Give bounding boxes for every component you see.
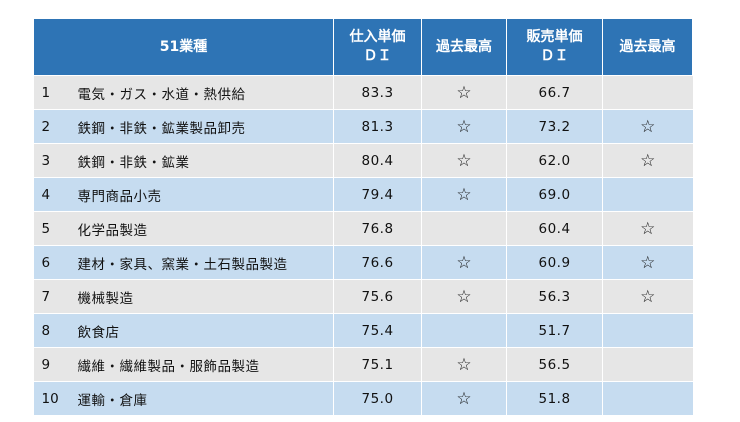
rank-cell: 2 — [33, 109, 72, 144]
industry-name-cell: 鉄鋼・非鉄・鉱業 — [71, 143, 334, 178]
purchase-record-star: ☆ — [421, 75, 507, 110]
purchase-record-star: ☆ — [421, 109, 507, 144]
sales-record-star — [602, 381, 693, 415]
sales-record-star: ☆ — [602, 143, 693, 178]
rank-cell: 1 — [33, 75, 72, 110]
purchase-di-cell: 75.0 — [333, 381, 422, 415]
rank-cell: 9 — [33, 347, 72, 382]
industry-name-cell: 機械製造 — [71, 279, 334, 314]
purchase-record-star: ☆ — [421, 143, 507, 178]
industry-name-cell: 化学品製造 — [71, 211, 334, 246]
rank-cell: 7 — [33, 279, 72, 314]
industry-name-cell: 電気・ガス・水道・熱供給 — [71, 75, 334, 110]
header-row: 51業種 仕入単価 ＤＩ 過去最高 販売単価 ＤＩ 過去最高 — [32, 18, 694, 76]
sales-di-cell: 51.7 — [506, 313, 603, 348]
industry-name-cell: 飲食店 — [71, 313, 334, 348]
sales-record-star — [602, 313, 693, 348]
purchase-di-cell: 80.4 — [333, 143, 422, 178]
purchase-record-star: ☆ — [421, 245, 507, 280]
sales-price-di-header: 販売単価 ＤＩ — [506, 18, 604, 76]
industry-header: 51業種 — [32, 18, 335, 76]
purchase-record-star — [421, 211, 507, 246]
table-row: 1 電気・ガス・水道・熱供給 83.3 ☆ 66.7 — [33, 75, 693, 110]
purchase-di-cell: 75.6 — [333, 279, 422, 314]
sales-di-cell: 51.8 — [506, 381, 603, 415]
rank-cell: 4 — [33, 177, 72, 212]
table-row: 9 繊維・繊維製品・服飾品製造 75.1 ☆ 56.5 — [33, 347, 693, 382]
sales-di-cell: 73.2 — [506, 109, 603, 144]
purchase-record-star: ☆ — [421, 347, 507, 382]
rank-cell: 10 — [33, 381, 72, 415]
purchase-di-cell: 76.8 — [333, 211, 422, 246]
industry-name-cell: 運輸・倉庫 — [71, 381, 334, 415]
industry-name-cell: 専門商品小売 — [71, 177, 334, 212]
rank-cell: 3 — [33, 143, 72, 178]
purchase-di-cell: 79.4 — [333, 177, 422, 212]
di-ranking-table: 51業種 仕入単価 ＤＩ 過去最高 販売単価 ＤＩ 過去最高 1 電気・ガス・水道… — [32, 18, 694, 415]
sales-record-star — [602, 347, 693, 382]
purchase-di-cell: 75.4 — [333, 313, 422, 348]
table-row: 4 専門商品小売 79.4 ☆ 69.0 — [33, 177, 693, 212]
industry-name-cell: 繊維・繊維製品・服飾品製造 — [71, 347, 334, 382]
table-body: 1 電気・ガス・水道・熱供給 83.3 ☆ 66.7 2 鉄鋼・非鉄・鉱業製品卸売 81.3 ☆… — [33, 75, 693, 415]
purchase-di-cell: 75.1 — [333, 347, 422, 382]
purchase-record-star: ☆ — [421, 279, 507, 314]
sales-record-star: ☆ — [602, 245, 693, 280]
industry-name-cell: 建材・家具、窯業・土石製品製造 — [71, 245, 334, 280]
table-row: 2 鉄鋼・非鉄・鉱業製品卸売 81.3 ☆ 73.2 ☆ — [33, 109, 693, 144]
industry-name-cell: 鉄鋼・非鉄・鉱業製品卸売 — [71, 109, 334, 144]
sales-di-cell: 62.0 — [506, 143, 603, 178]
table-row: 7 機械製造 75.6 ☆ 56.3 ☆ — [33, 279, 693, 314]
table-row: 10 運輸・倉庫 75.0 ☆ 51.8 — [33, 381, 693, 415]
purchase-record-header: 過去最高 — [421, 18, 508, 76]
sales-di-cell: 60.4 — [506, 211, 603, 246]
purchase-record-star: ☆ — [421, 381, 507, 415]
rank-cell: 8 — [33, 313, 72, 348]
table-row: 6 建材・家具、窯業・土石製品製造 76.6 ☆ 60.9 ☆ — [33, 245, 693, 280]
purchase-di-cell: 76.6 — [333, 245, 422, 280]
purchase-di-cell: 81.3 — [333, 109, 422, 144]
table-row: 3 鉄鋼・非鉄・鉱業 80.4 ☆ 62.0 ☆ — [33, 143, 693, 178]
sales-di-cell: 66.7 — [506, 75, 603, 110]
sales-record-star — [602, 177, 693, 212]
sales-record-star: ☆ — [602, 279, 693, 314]
sales-record-star — [602, 75, 693, 110]
purchase-record-star — [421, 313, 507, 348]
purchase-record-star: ☆ — [421, 177, 507, 212]
sales-record-star: ☆ — [602, 109, 693, 144]
sales-record-header: 過去最高 — [602, 18, 694, 76]
sales-di-cell: 60.9 — [506, 245, 603, 280]
purchase-di-cell: 83.3 — [333, 75, 422, 110]
rank-cell: 5 — [33, 211, 72, 246]
purchase-price-di-header: 仕入単価 ＤＩ — [333, 18, 423, 76]
rank-cell: 6 — [33, 245, 72, 280]
table-row: 5 化学品製造 76.8 60.4 ☆ — [33, 211, 693, 246]
sales-di-cell: 69.0 — [506, 177, 603, 212]
sales-di-cell: 56.3 — [506, 279, 603, 314]
sales-di-cell: 56.5 — [506, 347, 603, 382]
table-row: 8 飲食店 75.4 51.7 — [33, 313, 693, 348]
sales-record-star: ☆ — [602, 211, 693, 246]
